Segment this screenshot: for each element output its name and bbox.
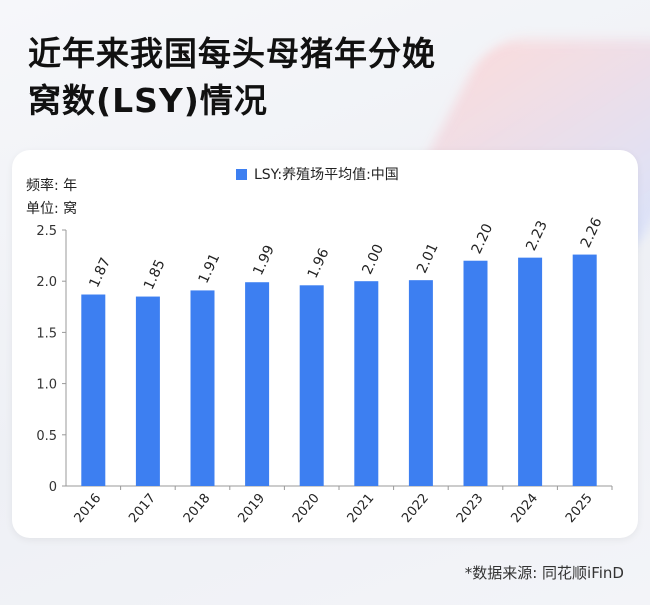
bar: [354, 281, 379, 486]
data-label: 2.00: [359, 242, 387, 277]
legend-swatch: [236, 168, 247, 180]
data-label: 2.20: [469, 221, 497, 256]
chart-legend: LSY:养殖场平均值:中国: [236, 164, 399, 184]
bar: [190, 290, 215, 486]
x-tick-label: 2017: [126, 491, 159, 526]
y-tick-label: 1.0: [36, 378, 57, 393]
data-label: 1.99: [250, 243, 278, 278]
bar: [408, 280, 433, 486]
frequency-label: 频率: 年: [26, 178, 78, 194]
bar: [518, 257, 543, 486]
x-tick-label: 2019: [235, 491, 268, 526]
x-tick-label: 2016: [72, 491, 105, 526]
bar: [299, 285, 324, 486]
y-tick-label: 0: [49, 480, 57, 495]
x-tick-label: 2024: [508, 491, 541, 526]
data-label: 1.96: [305, 246, 333, 281]
bar: [463, 260, 488, 486]
data-label: 2.01: [414, 241, 442, 276]
data-source: *数据来源: 同花顺iFinD: [464, 564, 624, 582]
x-tick-label: 2021: [345, 491, 378, 526]
y-tick-label: 2.0: [36, 275, 57, 290]
data-label: 2.23: [523, 218, 551, 253]
data-label: 2.26: [578, 215, 606, 250]
data-label: 1.85: [141, 257, 169, 292]
x-tick-label: 2025: [563, 491, 596, 526]
bar: [81, 294, 106, 486]
page-title: 近年来我国每头母猪年分娩 窝数(LSY)情况: [28, 30, 588, 124]
data-label: 1.91: [196, 251, 224, 286]
x-tick-label: 2020: [290, 491, 323, 526]
bar: [135, 296, 160, 486]
title-line-1: 近年来我国每头母猪年分娩: [28, 34, 436, 73]
bar: [245, 282, 270, 486]
unit-label: 单位: 窝: [26, 201, 78, 217]
title-line-2: 窝数(LSY)情况: [28, 81, 268, 120]
data-label: 1.87: [86, 255, 114, 290]
y-tick-label: 1.5: [36, 326, 57, 341]
legend-label: LSY:养殖场平均值:中国: [254, 167, 399, 183]
y-tick-label: 2.5: [36, 224, 57, 239]
x-tick-label: 2018: [181, 491, 214, 526]
bar: [572, 254, 597, 486]
x-tick-label: 2023: [454, 491, 487, 526]
y-tick-label: 0.5: [36, 429, 57, 444]
x-tick-label: 2022: [399, 491, 432, 526]
